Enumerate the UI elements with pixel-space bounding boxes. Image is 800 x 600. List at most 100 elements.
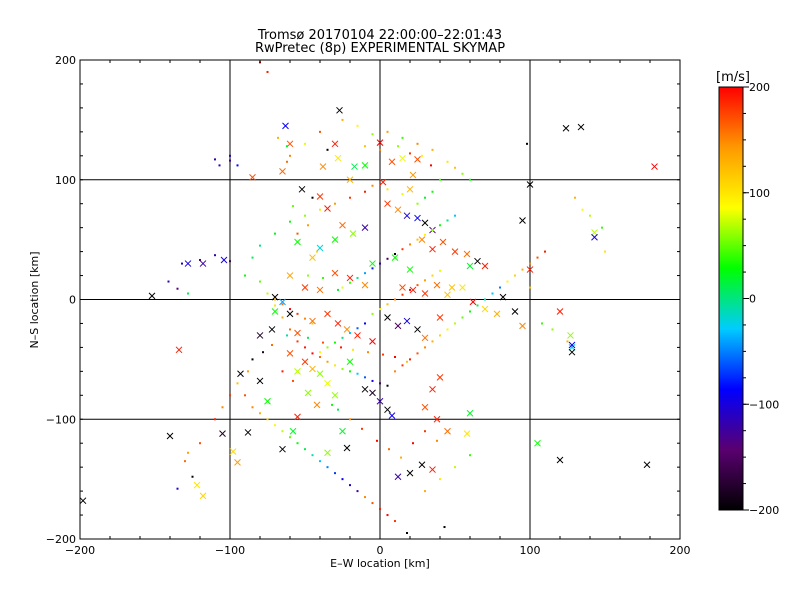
- y-tick-label: −200: [46, 533, 76, 546]
- data-point-dot: [416, 142, 419, 145]
- data-point-dot: [424, 430, 426, 433]
- data-point-dot: [469, 178, 471, 181]
- data-point-cross: [229, 448, 237, 455]
- data-point-cross: [409, 171, 417, 179]
- data-point-dot: [292, 379, 294, 382]
- y-tick-label: 100: [55, 174, 76, 187]
- data-point-cross: [418, 236, 426, 243]
- data-point-dot: [439, 269, 441, 272]
- data-point-dot: [371, 184, 374, 187]
- data-point-cross: [298, 185, 306, 193]
- data-point-cross: [429, 385, 436, 393]
- colorbar-tick-label: 100: [749, 187, 770, 200]
- data-point-dot: [176, 287, 179, 290]
- data-point-dot: [397, 145, 399, 148]
- data-point-dot: [326, 360, 329, 363]
- data-point-cross: [264, 397, 271, 405]
- data-point-dot: [281, 303, 284, 306]
- data-point-dot: [406, 360, 408, 363]
- data-point-dot: [289, 308, 291, 311]
- data-point-dot: [341, 118, 344, 121]
- axis-ticks: −200 −100 0 100 200 −200 −100 0 100 200: [46, 54, 691, 557]
- data-point-cross: [331, 140, 339, 148]
- data-point-dot: [334, 364, 336, 367]
- data-point-dot: [379, 382, 381, 385]
- data-point-dot: [409, 358, 411, 361]
- data-point-cross: [324, 205, 331, 212]
- data-point-cross: [399, 154, 406, 162]
- data-point-cross: [304, 389, 312, 397]
- data-point-cross: [301, 284, 309, 291]
- data-point-cross: [193, 481, 201, 489]
- data-point-dot: [214, 418, 216, 421]
- data-point-dot: [379, 508, 381, 511]
- data-point-cross: [519, 322, 526, 330]
- data-point-dot: [371, 267, 374, 270]
- data-point-cross: [309, 365, 316, 373]
- data-point-cross: [376, 397, 384, 405]
- data-point-cross: [451, 248, 459, 255]
- data-point-cross: [316, 286, 324, 294]
- data-point-cross: [409, 286, 417, 294]
- data-point-cross: [346, 358, 354, 366]
- data-point-dot: [316, 250, 318, 253]
- colorbar-ticks: −200 −100 0 100 200: [743, 81, 779, 517]
- data-point-dot: [446, 160, 449, 163]
- data-point-cross: [499, 293, 507, 301]
- colorbar-tick-label: −200: [749, 504, 779, 517]
- data-point-cross: [316, 370, 324, 378]
- data-point-dot: [229, 260, 231, 263]
- data-point-dot: [394, 252, 396, 255]
- data-point-dot: [469, 310, 471, 313]
- data-point-dot: [431, 229, 434, 232]
- colorbar-tick-label: 200: [749, 81, 770, 94]
- data-point-cross: [316, 193, 324, 200]
- data-point-dot: [259, 244, 261, 247]
- data-point-cross: [568, 344, 576, 351]
- data-point-cross: [556, 308, 564, 315]
- data-point-dot: [424, 196, 426, 199]
- data-point-cross: [234, 459, 241, 466]
- data-point-cross: [369, 389, 376, 397]
- data-point-dot: [259, 280, 261, 283]
- data-point-cross: [406, 185, 414, 193]
- data-point-cross: [256, 377, 264, 385]
- data-point-cross: [394, 206, 402, 214]
- data-point-dot: [386, 130, 389, 133]
- colorbar-tick-label: −100: [749, 398, 779, 411]
- data-point-dot: [176, 487, 179, 490]
- data-point-cross: [175, 346, 183, 354]
- data-point-dot: [401, 193, 404, 196]
- data-point-dot: [430, 164, 432, 167]
- data-point-cross: [433, 281, 441, 289]
- data-point-cross: [220, 256, 228, 264]
- data-point-dot: [289, 436, 291, 439]
- data-point-dot: [341, 478, 344, 481]
- data-point-cross: [481, 262, 489, 270]
- data-point-cross: [361, 281, 369, 289]
- data-point-dot: [476, 304, 479, 307]
- data-point-dot: [244, 274, 246, 277]
- data-point-dot: [266, 70, 269, 73]
- data-point-cross: [444, 427, 451, 435]
- data-point-dot: [181, 262, 183, 265]
- data-point-dot: [289, 154, 291, 157]
- data-point-dot: [574, 196, 576, 199]
- data-point-dot: [341, 286, 344, 289]
- data-point-dot: [364, 272, 366, 275]
- colorbar: [m/s] −200 −100 0 100 200: [716, 70, 779, 517]
- data-point-dot: [379, 262, 381, 265]
- data-point-dot: [356, 372, 359, 375]
- data-point-dot: [406, 532, 408, 535]
- data-point-dot: [274, 304, 276, 307]
- data-point-dot: [364, 376, 366, 379]
- data-point-dot: [421, 154, 423, 157]
- data-point-dot: [416, 238, 419, 241]
- data-point-dot: [364, 145, 366, 148]
- data-point-cross: [421, 290, 429, 297]
- data-point-dot: [551, 328, 554, 331]
- data-point-cross: [336, 106, 343, 114]
- data-point-cross: [331, 391, 339, 399]
- data-point-cross: [279, 168, 286, 175]
